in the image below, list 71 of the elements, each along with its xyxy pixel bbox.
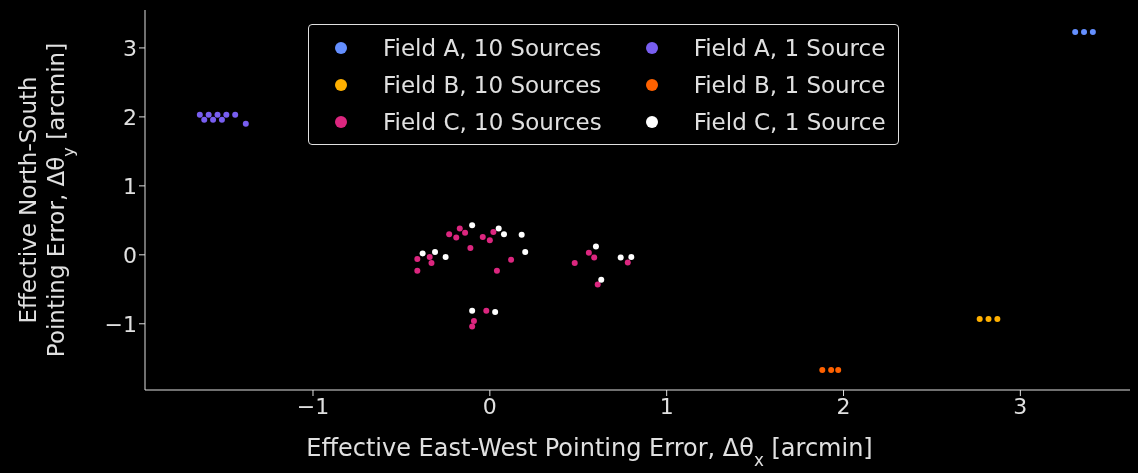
point <box>598 276 605 283</box>
point <box>218 116 225 123</box>
point <box>490 229 497 236</box>
point <box>205 111 212 118</box>
point <box>414 267 421 274</box>
point <box>462 229 469 236</box>
point <box>500 231 507 238</box>
point <box>426 253 433 260</box>
point <box>419 250 426 257</box>
x-tick-label: 3 <box>1013 393 1028 419</box>
y-tick-label: −1 <box>104 311 137 337</box>
point <box>495 225 502 232</box>
y-tick-label: 3 <box>123 35 137 61</box>
point <box>624 259 631 266</box>
point <box>976 315 983 322</box>
point <box>467 244 474 251</box>
point <box>592 243 599 250</box>
point <box>446 231 453 238</box>
point <box>201 116 208 123</box>
point <box>985 315 992 322</box>
point <box>469 222 476 229</box>
point <box>594 281 601 288</box>
point <box>196 111 203 118</box>
point <box>428 260 435 267</box>
point <box>223 111 230 118</box>
point <box>242 120 249 127</box>
y-tick-label: 2 <box>123 104 137 130</box>
point <box>508 256 515 263</box>
point <box>1081 29 1088 36</box>
point <box>232 111 239 118</box>
x-tick-label: 2 <box>836 393 851 419</box>
x-tick-label: −1 <box>296 393 330 419</box>
x-axis-title: Effective East-West Pointing Error, Δθ$_{x}$ [arcmin] <box>306 434 873 470</box>
point <box>470 318 477 325</box>
point <box>486 237 493 244</box>
point <box>628 253 635 260</box>
point <box>1089 29 1096 36</box>
point <box>819 367 826 373</box>
point <box>442 253 449 260</box>
point <box>414 255 421 262</box>
legend-label: Field B, 10 Sources <box>383 71 602 98</box>
point <box>591 254 598 261</box>
point <box>210 116 217 123</box>
point <box>432 249 439 256</box>
point <box>835 367 842 373</box>
point <box>214 111 221 118</box>
legend-label: Field C, 10 Sources <box>383 108 602 135</box>
point <box>1072 29 1079 36</box>
point <box>453 234 460 241</box>
point <box>479 233 486 240</box>
point <box>456 225 463 232</box>
point <box>522 249 529 256</box>
legend-label: Field C, 1 Source <box>693 108 886 135</box>
point <box>493 267 500 274</box>
point <box>828 367 835 373</box>
point <box>571 260 578 267</box>
point <box>518 231 525 238</box>
point <box>469 323 476 330</box>
legend-label: Field A, 1 Source <box>693 34 886 61</box>
x-tick-label: 1 <box>659 393 674 419</box>
y-tick-label: 1 <box>123 173 137 199</box>
point <box>617 254 624 261</box>
x-tick-label: 0 <box>482 393 497 419</box>
legend-label: Field B, 1 Source <box>693 71 886 98</box>
point <box>483 307 490 314</box>
point <box>994 315 1001 322</box>
y-tick-label: 0 <box>123 242 137 268</box>
legend-label: Field A, 10 Sources <box>383 34 602 61</box>
point <box>469 307 476 314</box>
point <box>492 309 499 316</box>
point <box>585 249 592 256</box>
